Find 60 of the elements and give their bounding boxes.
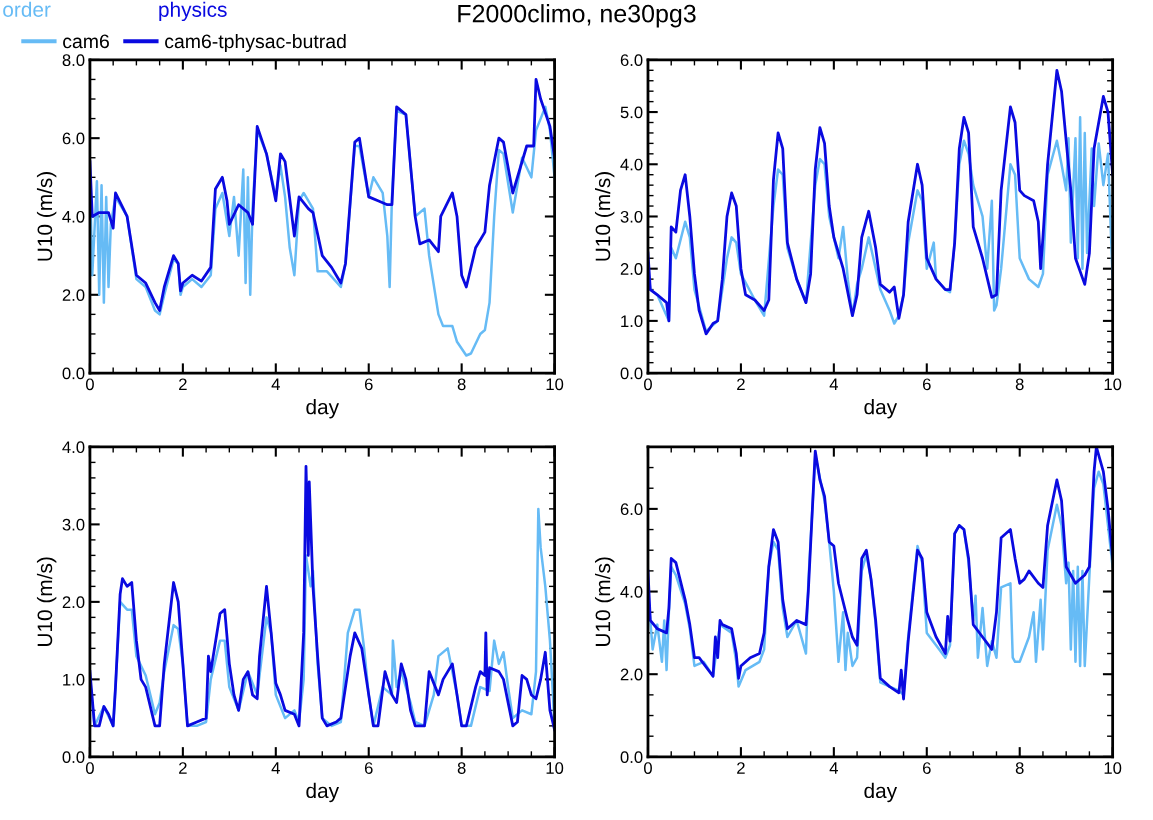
x-tick-label: 10 [1104,762,1122,774]
y-tick-label: 2.0 [620,263,643,275]
x-tick-label: 0 [644,762,652,774]
y-tick-label: 2.0 [62,289,85,301]
y-tick-label: 4.0 [620,158,643,171]
text: order [3,1,51,17]
x-axis-title: day [306,782,340,803]
y-tick-label: 0.0 [620,751,643,764]
x-axis-title: day [864,782,898,803]
x-axis-title: day [306,399,340,419]
line-series [647,68,1113,336]
y-axis-title: U10 (m/s) [36,172,57,261]
y-tick-label: 0.0 [620,367,643,380]
legend-label: cam6-tphysac-butrad [165,33,346,53]
y-tick-label: 4.0 [62,210,85,223]
y-axis-title: U10 (m/s) [594,557,615,646]
x-tick-label: 8 [1015,762,1024,774]
chart-title: F2000climo, ne30pg3 [458,4,696,28]
x-tick-label: 6 [364,378,373,391]
y-axis-title: U10 (m/s) [594,172,615,261]
x-tick-label: 0 [85,762,94,774]
y-tick-label: 6.0 [620,503,643,516]
y-tick-label: 5.0 [620,106,643,119]
x-tick-label: 4 [829,378,838,391]
y-tick-label: 1.0 [621,315,643,328]
y-tick-label: 4.0 [62,441,85,454]
x-tick-label: 4 [271,762,280,774]
y-tick-label: 4.0 [620,585,643,598]
x-tick-label: 2 [179,378,187,391]
x-axis-title: day [864,399,898,419]
x-tick-label: 6 [922,378,931,391]
x-tick-label: 8 [457,378,466,391]
legend-label: cam6 [63,34,109,49]
x-tick-label: 2 [737,378,745,391]
y-tick-label: 0.0 [62,367,85,380]
x-tick-label: 10 [546,378,564,391]
x-tick-label: 0 [644,378,652,391]
x-tick-label: 4 [829,762,838,774]
y-axis-title: U10 (m/s) [36,557,57,646]
x-tick-label: 2 [737,762,745,774]
x-tick-label: 6 [922,762,931,774]
text: physics [159,1,227,22]
y-tick-label: 2.0 [620,668,643,681]
x-tick-label: 2 [179,762,187,774]
y-tick-label: 8.0 [62,54,85,67]
x-tick-label: 6 [364,762,373,774]
y-tick-label: 3.0 [620,210,643,223]
y-tick-label: 2.0 [62,596,85,609]
y-tick-label: 0.0 [62,751,85,764]
x-tick-label: 8 [457,762,466,774]
x-tick-label: 10 [1104,378,1122,391]
y-tick-label: 6.0 [620,54,643,67]
y-tick-label: 6.0 [62,132,85,145]
x-tick-label: 8 [1015,378,1024,391]
x-tick-label: 10 [546,762,564,774]
x-tick-label: 4 [271,378,280,391]
x-tick-label: 0 [85,378,94,391]
line-series [89,78,555,312]
y-tick-label: 3.0 [62,518,85,531]
y-tick-label: 1.0 [63,673,85,686]
